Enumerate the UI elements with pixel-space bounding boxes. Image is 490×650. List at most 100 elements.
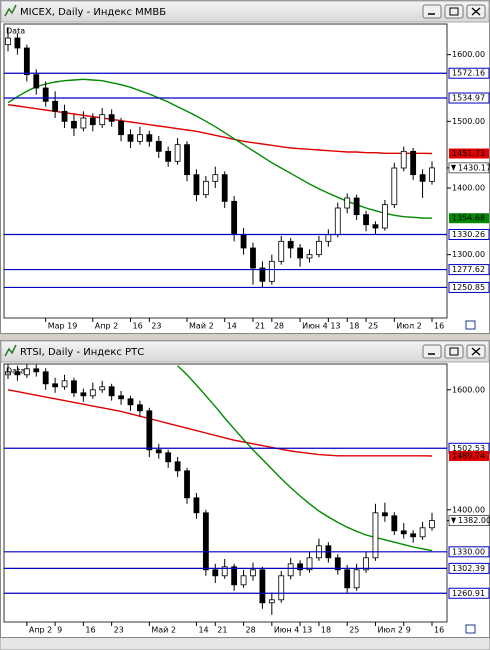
close-button[interactable] bbox=[466, 4, 486, 19]
candle-body bbox=[118, 395, 124, 400]
candle-body bbox=[400, 150, 407, 169]
level-label: 1302.39 bbox=[452, 564, 485, 573]
candle-body bbox=[14, 37, 21, 49]
level-label: 1330.26 bbox=[452, 230, 485, 239]
candle-body bbox=[127, 134, 134, 142]
x-tick-label: 28 bbox=[246, 626, 256, 635]
last-price-arrow bbox=[451, 517, 456, 524]
candle-body bbox=[231, 566, 238, 586]
candle-body bbox=[268, 599, 275, 604]
x-tick-label: Июн 4 bbox=[274, 626, 300, 635]
candle-body bbox=[297, 563, 303, 571]
x-tick-label: 13 bbox=[330, 322, 340, 331]
x-tick-label: 28 bbox=[274, 322, 284, 331]
candle-body bbox=[99, 114, 106, 126]
x-tick-label: 23 bbox=[151, 322, 161, 331]
title-bar bbox=[0, 0, 490, 23]
last-price-tag bbox=[448, 515, 490, 526]
candle-body bbox=[381, 204, 388, 229]
y-tick-label: 1500.00 bbox=[452, 117, 485, 126]
x-tick-label: 23 bbox=[114, 626, 124, 635]
x-tick-label: Май 2 bbox=[151, 626, 176, 635]
button-face bbox=[444, 4, 464, 19]
candle-body bbox=[372, 512, 379, 559]
candle-body bbox=[419, 527, 426, 538]
x-tick-label: 16 bbox=[434, 322, 444, 331]
candle-body bbox=[23, 47, 30, 76]
level-label: 1277.62 bbox=[452, 265, 485, 274]
level-label: 1534.97 bbox=[452, 94, 485, 103]
candle-body bbox=[184, 470, 190, 499]
level-label: 1572.16 bbox=[452, 69, 485, 78]
candle-body bbox=[61, 110, 68, 122]
candle-body bbox=[287, 240, 294, 249]
candle-body bbox=[250, 247, 256, 269]
x-tick-label: 16 bbox=[434, 626, 444, 635]
plot-area bbox=[3, 363, 448, 623]
x-tick-label: Апр 2 bbox=[95, 322, 118, 331]
candle-body bbox=[231, 200, 238, 236]
candle-body bbox=[99, 386, 106, 391]
candle-body bbox=[268, 260, 275, 282]
candle-body bbox=[429, 520, 435, 529]
moving-average bbox=[7, 389, 433, 457]
candle-body bbox=[193, 497, 200, 514]
candle-body bbox=[52, 100, 59, 112]
data-label: Data bbox=[6, 367, 25, 376]
candle-body bbox=[146, 410, 153, 451]
minimize-button[interactable] bbox=[422, 4, 442, 19]
candle-body bbox=[71, 380, 77, 394]
candle-body bbox=[259, 569, 266, 604]
x-tick-label: 21 bbox=[255, 322, 265, 331]
x-tick-label: 16 bbox=[85, 626, 95, 635]
candle-body bbox=[80, 392, 87, 397]
level-label: 1330.00 bbox=[452, 547, 485, 556]
candle-body bbox=[353, 197, 360, 216]
candle-body bbox=[400, 530, 407, 535]
candle-body bbox=[155, 140, 162, 152]
candle-body bbox=[202, 180, 209, 196]
candle-body bbox=[52, 383, 59, 388]
candle-body bbox=[410, 150, 417, 176]
minimize-button[interactable] bbox=[422, 344, 442, 359]
last-price-label: 1382.00 bbox=[458, 516, 490, 525]
candle-body bbox=[108, 114, 115, 122]
level-tag bbox=[448, 587, 490, 599]
level-tag bbox=[448, 228, 490, 240]
moving-average bbox=[7, 104, 433, 155]
close-button[interactable] bbox=[466, 344, 486, 359]
candle-body bbox=[297, 247, 303, 259]
candle-body bbox=[108, 386, 115, 397]
x-tick-label: 18 bbox=[349, 322, 359, 331]
candle-body bbox=[5, 37, 11, 46]
candle-body bbox=[372, 224, 379, 229]
candle-body bbox=[71, 120, 77, 129]
button-face bbox=[422, 344, 442, 359]
scroll-icon[interactable] bbox=[465, 624, 476, 634]
candle-body bbox=[287, 563, 294, 577]
restore-button[interactable] bbox=[444, 4, 464, 19]
button-glyph bbox=[449, 347, 459, 356]
candle-body bbox=[146, 134, 153, 142]
moving-average bbox=[177, 365, 433, 552]
title-bar bbox=[0, 340, 490, 363]
candle-body bbox=[137, 404, 143, 412]
candle-body bbox=[240, 575, 247, 586]
x-tick-label: 14 bbox=[198, 626, 208, 635]
candle-body bbox=[5, 371, 11, 376]
x-tick-label: 16 bbox=[132, 322, 142, 331]
candle-body bbox=[89, 389, 96, 397]
y-tick-label: 1400.00 bbox=[452, 184, 485, 193]
restore-button[interactable] bbox=[444, 344, 464, 359]
x-tick-label: Июл 2 bbox=[377, 626, 402, 635]
x-tick-label: 9 bbox=[406, 626, 411, 635]
y-tick-label: 1600.00 bbox=[452, 385, 485, 394]
candle-body bbox=[250, 569, 256, 577]
candle-body bbox=[363, 557, 369, 571]
candle-body bbox=[306, 557, 313, 571]
scroll-icon[interactable] bbox=[465, 320, 476, 330]
candle-body bbox=[278, 240, 285, 262]
candle-body bbox=[174, 461, 181, 472]
candle-body bbox=[391, 515, 398, 532]
candle-body bbox=[240, 234, 247, 249]
